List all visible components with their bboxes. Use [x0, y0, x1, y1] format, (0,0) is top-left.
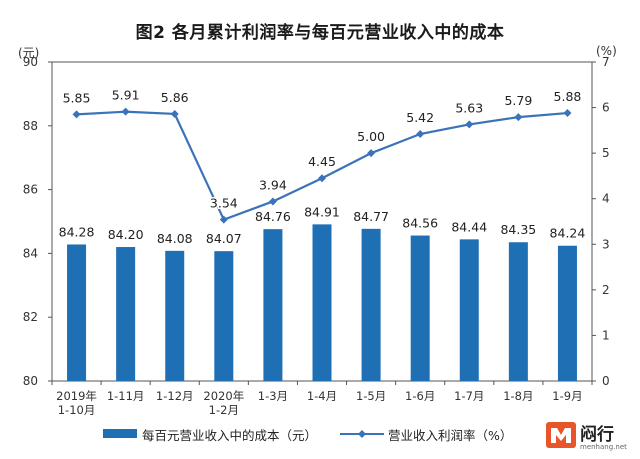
- left-axis-tick-label: 82: [23, 310, 38, 324]
- line-value-label: 5.91: [112, 88, 140, 103]
- line-value-label: 4.45: [308, 154, 336, 169]
- line-value-label: 3.94: [259, 177, 287, 192]
- x-axis-category-label: 1-8月: [503, 389, 533, 403]
- bar-value-label: 84.20: [108, 227, 144, 242]
- line-value-label: 5.85: [63, 90, 91, 105]
- line-value-label: 5.42: [406, 110, 434, 125]
- right-axis-tick-label: 2: [602, 283, 610, 297]
- left-axis-tick-label: 80: [23, 374, 38, 388]
- bar: [508, 242, 528, 381]
- line-point: [563, 109, 572, 118]
- x-axis-category-label: 2020年: [203, 389, 244, 403]
- legend-line-swatch: [340, 430, 384, 438]
- x-axis-category-label: 1-3月: [258, 389, 288, 403]
- left-axis-tick-label: 90: [23, 55, 38, 69]
- bar-value-label: 84.28: [59, 224, 95, 239]
- line-point: [268, 197, 277, 206]
- watermark-brand: 闷行: [580, 425, 614, 445]
- left-axis-unit: (元): [18, 46, 40, 60]
- line-point: [318, 174, 326, 183]
- watermark: 闷行 menhang.net: [546, 418, 632, 454]
- line-point: [170, 109, 179, 118]
- bar: [459, 239, 479, 381]
- right-axis-tick-label: 4: [602, 192, 610, 206]
- right-axis-tick-label: 1: [602, 328, 610, 342]
- bar-value-label: 84.07: [206, 231, 242, 246]
- right-axis-tick-label: 3: [602, 237, 610, 251]
- x-axis-category-label: 1-11月: [107, 389, 145, 403]
- bar: [361, 228, 381, 381]
- line-point: [121, 107, 130, 116]
- line-value-label: 3.54: [210, 196, 238, 211]
- line-value-label: 5.00: [357, 129, 385, 144]
- bar: [214, 251, 234, 381]
- line-point: [367, 149, 376, 158]
- bar-value-label: 84.56: [402, 216, 438, 231]
- bar-value-label: 84.08: [157, 231, 193, 246]
- bar-value-label: 84.35: [500, 222, 536, 237]
- line-point: [72, 110, 81, 119]
- left-axis-tick-label: 86: [23, 183, 38, 197]
- chart-title: 图2 各月累计利润率与每百元营业收入中的成本: [135, 23, 505, 43]
- watermark-logo-icon: [546, 422, 576, 448]
- line-point: [514, 113, 523, 122]
- legend-bar-swatch: [103, 429, 137, 438]
- x-axis-category-label: 2019年: [56, 389, 97, 403]
- x-axis-category-label: 1-6月: [405, 389, 435, 403]
- bar: [557, 245, 577, 381]
- left-axis-tick-label: 84: [23, 246, 38, 260]
- right-axis-unit: (%): [596, 44, 617, 58]
- bar: [67, 244, 87, 381]
- left-axis-tick-label: 88: [23, 119, 38, 133]
- bar: [410, 235, 430, 381]
- x-axis-category-label: 1-2月: [209, 403, 239, 417]
- right-axis-tick-label: 0: [602, 374, 610, 388]
- line-value-label: 5.79: [504, 93, 532, 108]
- line-value-label: 5.63: [455, 100, 483, 115]
- bar-value-label: 84.76: [255, 209, 291, 224]
- x-axis-category-label: 1-10月: [58, 403, 96, 417]
- bar-value-label: 84.77: [353, 209, 389, 224]
- x-axis-category-label: 1-12月: [156, 389, 194, 403]
- line-value-label: 5.88: [554, 89, 582, 104]
- line-point: [416, 130, 425, 139]
- bar: [116, 247, 136, 381]
- x-axis-category-label: 1-5月: [356, 389, 386, 403]
- bar-value-label: 84.44: [451, 219, 487, 234]
- legend: 每百元营业收入中的成本（元） 营业收入利润率（%）: [0, 424, 640, 444]
- bar: [165, 250, 185, 381]
- right-axis-tick-label: 7: [602, 55, 610, 69]
- bar: [263, 229, 283, 381]
- bar-value-label: 84.91: [304, 204, 340, 219]
- line-point: [219, 215, 228, 224]
- legend-line-label: 营业收入利润率（%）: [388, 428, 513, 443]
- legend-bar-label: 每百元营业收入中的成本（元）: [142, 428, 318, 443]
- line-point: [465, 120, 474, 129]
- right-axis-tick-label: 6: [602, 101, 610, 115]
- bar-value-label: 84.24: [550, 226, 586, 241]
- x-axis-category-label: 1-9月: [552, 389, 582, 403]
- line-value-label: 5.86: [161, 90, 189, 105]
- bar: [312, 224, 332, 381]
- watermark-site: menhang.net: [580, 443, 627, 451]
- right-axis-tick-label: 5: [602, 146, 610, 160]
- x-axis-category-label: 1-4月: [307, 389, 337, 403]
- x-axis-category-label: 1-7月: [454, 389, 484, 403]
